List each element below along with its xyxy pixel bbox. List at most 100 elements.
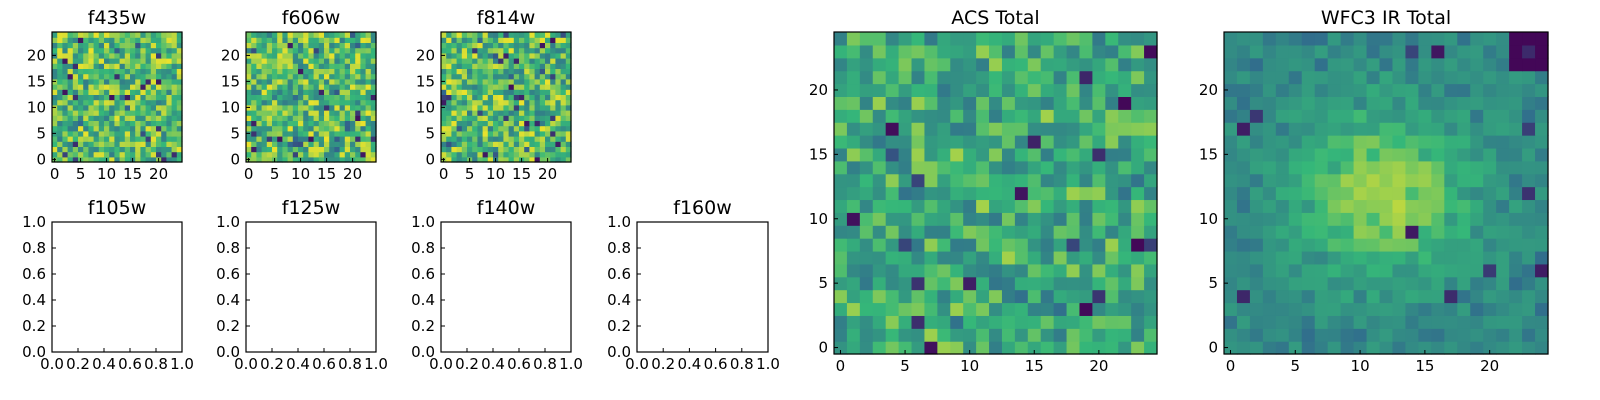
- heatmap-cell: [1144, 212, 1158, 226]
- heatmap-cell: [1079, 173, 1093, 188]
- heatmap-cell: [1027, 122, 1042, 136]
- heatmap-cell: [344, 84, 351, 90]
- heatmap-cell: [1470, 160, 1484, 175]
- heatmap-cell: [498, 47, 504, 54]
- heatmap-cell: [498, 32, 504, 38]
- heatmap-cell: [1405, 44, 1419, 59]
- heatmap-cell: [539, 110, 546, 116]
- heatmap-cell: [72, 37, 79, 43]
- heatmap-cell: [1144, 160, 1158, 175]
- heatmap-cell: [251, 110, 257, 116]
- heatmap-cell: [1040, 199, 1055, 213]
- heatmap-cell: [976, 83, 990, 97]
- heatmap-cell: [246, 37, 252, 43]
- heatmap-cell: [846, 96, 861, 110]
- heatmap-cell: [1224, 109, 1238, 123]
- heatmap-cell: [898, 315, 913, 329]
- heatmap-cell: [472, 68, 478, 75]
- heatmap-cell: [482, 110, 489, 116]
- heatmap-cell: [282, 141, 289, 147]
- heatmap-cell: [519, 110, 525, 116]
- heatmap-cell: [976, 341, 990, 355]
- heatmap-cell: [130, 68, 136, 75]
- heatmap-cell: [277, 156, 283, 163]
- heatmap-cell: [313, 37, 320, 43]
- heatmap-cell: [859, 173, 874, 188]
- heatmap-cell: [1418, 238, 1432, 252]
- heatmap-cell: [1444, 315, 1458, 329]
- heatmap-cell: [441, 89, 447, 95]
- heatmap-cell: [1457, 109, 1471, 123]
- heatmap-cell: [1249, 83, 1264, 97]
- heatmap-cell: [503, 156, 510, 163]
- heatmap-cell: [1522, 250, 1536, 265]
- heatmap-cell: [963, 109, 977, 123]
- heatmap-cell: [441, 125, 447, 132]
- y-tick-label: 15: [809, 145, 828, 163]
- heatmap-cell: [166, 89, 173, 95]
- heatmap-cell: [365, 120, 372, 127]
- heatmap-cell: [62, 99, 69, 106]
- heatmap-cell: [360, 84, 367, 90]
- heatmap-cell: [119, 84, 126, 90]
- heatmap-cell: [1340, 122, 1355, 136]
- heatmap-cell: [1496, 302, 1510, 316]
- heatmap-cell: [937, 276, 951, 291]
- heatmap-cell: [1014, 289, 1029, 304]
- heatmap-cell: [446, 130, 452, 137]
- heatmap-cell: [534, 156, 541, 163]
- heatmap-cell: [261, 156, 268, 163]
- heatmap-cell: [550, 115, 556, 121]
- heatmap-cell: [1431, 173, 1445, 188]
- heatmap-cell: [313, 141, 320, 147]
- heatmap-cell: [1092, 109, 1106, 123]
- heatmap-cell: [529, 156, 536, 163]
- heatmap-cell: [524, 42, 530, 49]
- heatmap-cell: [1014, 83, 1029, 97]
- heatmap-cell: [1366, 83, 1381, 97]
- heatmap-cell: [898, 96, 913, 110]
- heatmap-cell: [370, 141, 377, 147]
- heatmap-cell: [1418, 328, 1432, 342]
- heatmap-cell: [950, 57, 964, 72]
- heatmap-cell: [1105, 302, 1119, 316]
- heatmap-cell: [1027, 32, 1042, 46]
- heatmap-cell: [1379, 302, 1394, 316]
- heatmap-cell: [1053, 83, 1068, 97]
- heatmap-cell: [1118, 83, 1132, 97]
- heatmap-cell: [282, 47, 289, 54]
- heatmap-cell: [57, 73, 63, 80]
- heatmap-cell: [1040, 341, 1055, 355]
- heatmap-cell: [1444, 70, 1458, 85]
- heatmap-cell: [282, 125, 289, 132]
- heatmap-cell: [318, 141, 325, 147]
- heatmap-cell: [67, 32, 74, 38]
- heatmap-cell: [1522, 96, 1536, 110]
- heatmap-cell: [487, 68, 494, 75]
- heatmap-cell: [1014, 32, 1029, 46]
- heatmap-cell: [83, 37, 89, 43]
- heatmap-cell: [1340, 70, 1355, 85]
- x-tick-label: 0.4: [677, 355, 701, 373]
- heatmap-cell: [277, 47, 283, 54]
- heatmap-cell: [145, 58, 152, 64]
- heatmap-cell: [989, 315, 1003, 329]
- heatmap-cell: [324, 68, 330, 75]
- heatmap-cell: [529, 42, 536, 49]
- heatmap-cell: [1236, 173, 1251, 188]
- heatmap-cell: [313, 47, 320, 54]
- heatmap-cell: [441, 68, 447, 75]
- heatmap-cell: [565, 89, 572, 95]
- heatmap-cell: [1092, 302, 1106, 316]
- heatmap-cell: [1224, 83, 1238, 97]
- heatmap-cell: [370, 146, 377, 153]
- heatmap-cell: [519, 84, 525, 90]
- heatmap-cell: [1224, 135, 1238, 149]
- heatmap-cell: [1470, 212, 1484, 226]
- heatmap-cell: [1236, 341, 1251, 355]
- heatmap-cell: [446, 110, 452, 116]
- heatmap-cell: [1053, 173, 1068, 188]
- heatmap-cell: [1431, 109, 1445, 123]
- heatmap-cell: [298, 89, 304, 95]
